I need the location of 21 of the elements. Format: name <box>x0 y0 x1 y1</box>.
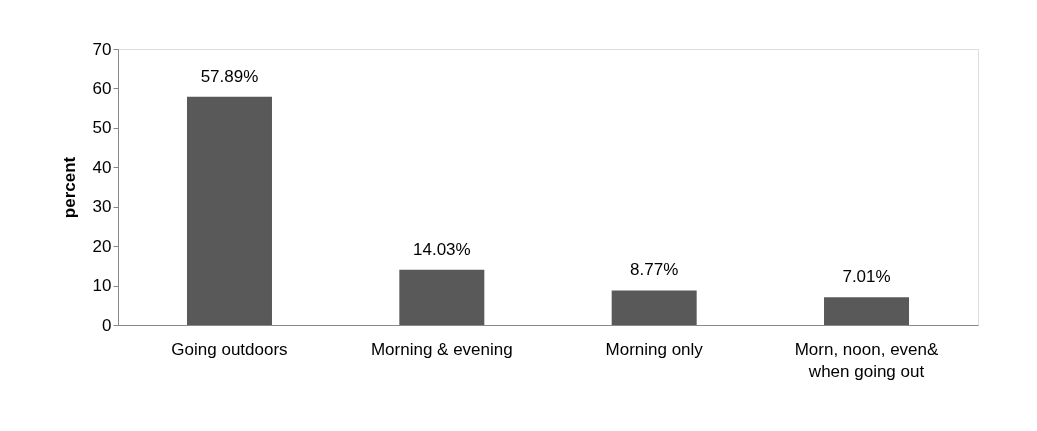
bar <box>399 269 485 325</box>
data-label: 8.77% <box>630 260 679 280</box>
y-axis-title: percent <box>59 156 79 219</box>
y-tick-label: 70 <box>92 39 112 59</box>
data-label: 7.01% <box>842 267 891 287</box>
x-tick-label: Morning only <box>605 339 704 359</box>
y-tick-label: 0 <box>102 315 112 335</box>
y-tick-label: 60 <box>92 78 112 98</box>
x-tick-label: Morning & evening <box>370 339 513 359</box>
data-label: 57.89% <box>200 66 259 86</box>
y-tick-label: 50 <box>92 118 112 138</box>
y-tick-label: 10 <box>92 276 112 296</box>
data-label: 14.03% <box>412 239 471 259</box>
y-tick-label: 20 <box>92 236 112 256</box>
bar <box>611 290 697 325</box>
y-tick-label: 40 <box>92 157 112 177</box>
y-tick-label: 30 <box>92 197 112 217</box>
bar <box>186 96 272 325</box>
bar <box>824 297 910 325</box>
x-tick-label: Morn, noon, even& when going out <box>794 339 939 381</box>
x-tick-label: Going outdoors <box>171 339 288 359</box>
